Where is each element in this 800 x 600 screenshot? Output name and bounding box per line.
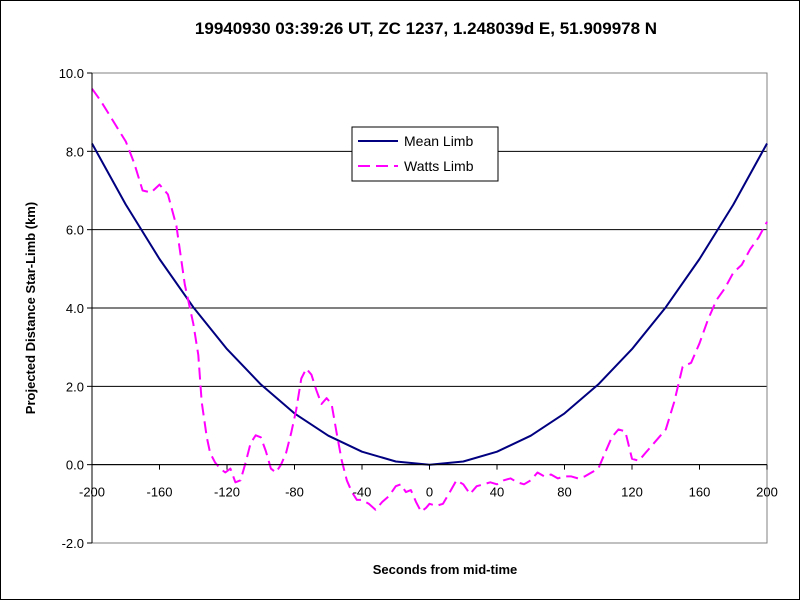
x-tick-label: -120	[214, 485, 240, 500]
x-tick-label: 160	[689, 485, 711, 500]
y-tick-label: 4.0	[66, 301, 84, 316]
x-tick-label: -160	[146, 485, 172, 500]
x-tick-label: 40	[490, 485, 504, 500]
series-line-watts-limb	[91, 88, 768, 513]
y-axis-title: Projected Distance Star-Limb (km)	[23, 202, 38, 414]
x-tick-label: 0	[426, 485, 433, 500]
legend-label-mean-limb: Mean Limb	[404, 133, 473, 149]
legend: Mean Limb Watts Limb	[351, 126, 499, 182]
series-line-mean-limb	[91, 143, 768, 466]
x-tick-label: 80	[557, 485, 571, 500]
y-tick-label: 0.0	[66, 458, 84, 473]
x-tick-label: 120	[621, 485, 643, 500]
x-axis-title: Seconds from mid-time	[373, 562, 517, 577]
y-tick-label: 2.0	[66, 379, 84, 394]
x-tick-label: -200	[79, 485, 105, 500]
y-tick-label: 8.0	[66, 144, 84, 159]
chart-title: 19940930 03:39:26 UT, ZC 1237, 1.248039d…	[195, 19, 657, 38]
legend-box	[351, 126, 499, 182]
legend-label-watts-limb: Watts Limb	[404, 158, 474, 174]
y-tick-label: -2.0	[62, 536, 84, 551]
x-tick-label: 200	[756, 485, 778, 500]
y-tick-label: 6.0	[66, 223, 84, 238]
y-tick-label: 10.0	[59, 66, 84, 81]
y-axis: -2.0 0.0 2.0 4.0 6.0 8.0 10.0	[59, 66, 93, 551]
x-axis: -200 -160 -120 -80 -40 0 40 80 120 160 200	[79, 464, 778, 500]
x-tick-label: -80	[285, 485, 304, 500]
x-tick-label: -40	[353, 485, 372, 500]
